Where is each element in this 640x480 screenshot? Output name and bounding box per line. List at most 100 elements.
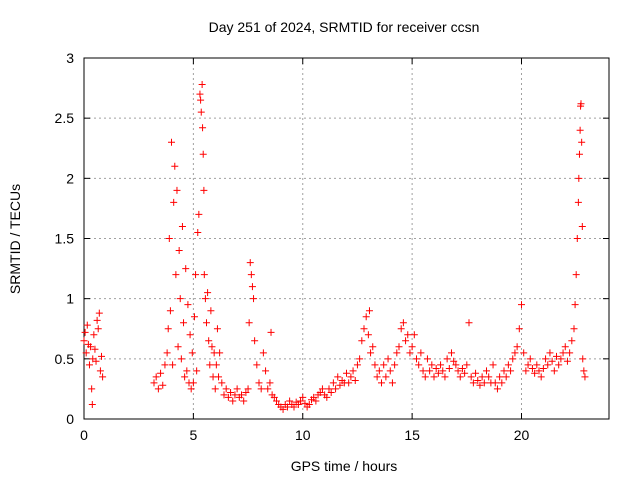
data-point (528, 364, 536, 372)
y-tick-label: 3 (66, 50, 74, 66)
data-point (369, 343, 377, 351)
data-point (417, 349, 425, 357)
data-point (375, 367, 383, 375)
data-point (183, 367, 191, 375)
data-point (81, 328, 89, 336)
data-point (448, 349, 455, 357)
data-point (242, 389, 250, 397)
y-tick-label: 0.5 (55, 351, 75, 367)
y-tick-label: 1 (66, 291, 74, 307)
data-point (176, 295, 184, 303)
y-tick-label: 2.5 (55, 110, 75, 126)
data-point (216, 349, 224, 357)
data-point (349, 367, 357, 375)
data-point (170, 198, 178, 206)
data-point (472, 369, 480, 377)
data-point (93, 316, 101, 324)
data-point (312, 397, 320, 405)
data-point (172, 271, 180, 279)
data-point (415, 361, 423, 369)
data-point (325, 385, 333, 393)
data-point (443, 355, 451, 363)
data-point (245, 319, 253, 327)
data-point (461, 369, 469, 377)
data-point (231, 391, 239, 399)
data-point (550, 367, 558, 375)
data-point (408, 343, 416, 351)
data-point (200, 186, 208, 194)
data-point (227, 389, 235, 397)
data-point (188, 349, 196, 357)
data-point (238, 391, 245, 399)
y-tick-label: 0 (66, 411, 74, 427)
data-point (395, 343, 403, 351)
data-point (279, 405, 287, 413)
data-point (305, 401, 313, 409)
data-point (98, 352, 105, 360)
data-point (347, 373, 355, 381)
data-point (515, 325, 523, 333)
data-point (474, 376, 482, 384)
data-point (199, 150, 207, 158)
data-point (165, 235, 173, 242)
tick-layer: 0 0.5 1 1.5 2 2.5 3 0 5 10 15 20 (55, 50, 609, 443)
data-point (437, 361, 445, 369)
data-point (175, 247, 183, 255)
data-point (99, 373, 107, 381)
data-point (82, 349, 90, 357)
y-tick-label: 1.5 (55, 231, 75, 247)
data-point (406, 349, 414, 357)
data-point (581, 373, 589, 381)
data-point (193, 367, 201, 375)
chart-title: Day 251 of 2024, SRMTID for receiver ccs… (209, 19, 480, 35)
data-point (380, 361, 388, 369)
data-point (428, 361, 436, 369)
data-point (496, 373, 504, 381)
data-point (454, 367, 462, 375)
data-point (476, 381, 484, 389)
y-axis-title: SRMTID / TECUs (7, 184, 23, 294)
data-point (169, 361, 177, 369)
data-point (491, 379, 499, 387)
data-point (88, 401, 96, 409)
data-point (500, 367, 508, 375)
data-point (458, 364, 466, 372)
data-point (493, 385, 501, 393)
x-tick-label: 5 (189, 427, 197, 443)
data-point (297, 397, 305, 405)
data-point (329, 379, 337, 387)
data-point (203, 319, 210, 327)
data-point (360, 325, 368, 333)
data-point (498, 379, 506, 387)
data-point (247, 271, 255, 279)
data-point (483, 367, 490, 375)
data-point (90, 331, 98, 339)
data-point (195, 210, 203, 218)
data-point (575, 174, 583, 182)
data-point (399, 319, 407, 327)
data-point (371, 361, 379, 369)
data-point (404, 331, 412, 339)
data-point (213, 325, 221, 333)
data-point (578, 138, 586, 146)
data-point (92, 357, 100, 365)
data-points (80, 80, 589, 413)
data-point (524, 361, 532, 369)
data-point (229, 397, 237, 405)
data-point (575, 150, 583, 158)
data-point (336, 381, 344, 389)
data-point (351, 376, 359, 384)
data-point (384, 355, 392, 363)
data-point (577, 100, 585, 108)
data-point (518, 301, 525, 309)
data-point (250, 295, 258, 303)
data-point (173, 186, 181, 194)
data-point (220, 391, 228, 399)
data-point (212, 361, 220, 369)
data-point (294, 401, 302, 409)
data-point (88, 385, 96, 393)
data-point (87, 343, 95, 351)
data-point (152, 373, 160, 381)
data-point (273, 397, 280, 405)
